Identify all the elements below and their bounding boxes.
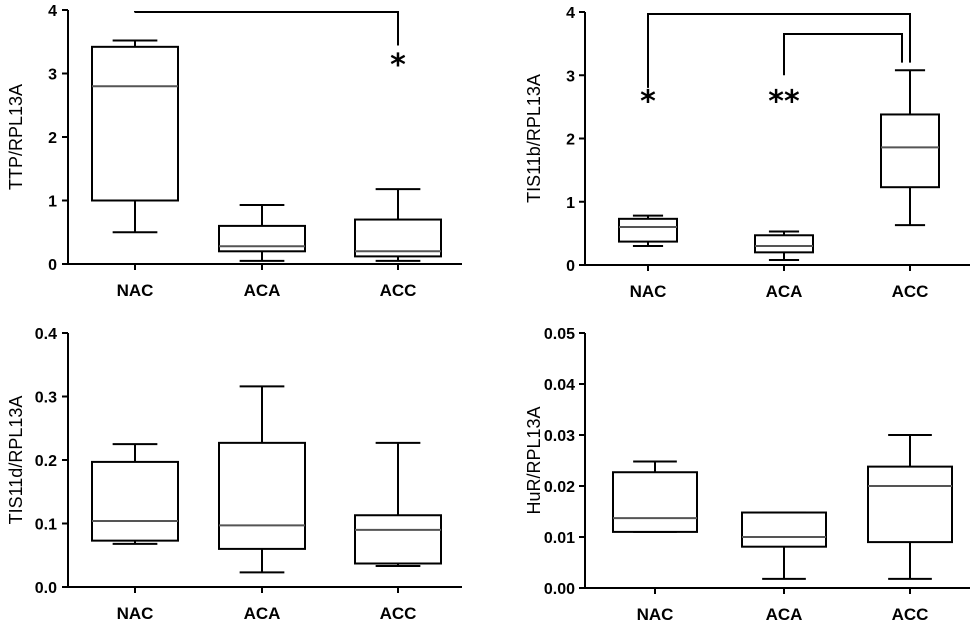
iqr-box [354,514,442,565]
category-label-aca: ACA [244,281,281,300]
category-label-acc: ACC [380,281,417,300]
iqr-box [880,113,940,189]
significance-bracket [647,13,911,88]
y-tick-label: 0.0 [35,580,57,597]
iqr-box [867,465,953,544]
box-nac [91,39,179,234]
y-tick-label: 3 [48,67,57,84]
category-label-nac: NAC [117,281,154,300]
iqr-box [754,234,814,254]
y-tick-label: 0.4 [35,326,57,343]
significance-star: ** [768,84,800,119]
significance-bracket [134,11,399,46]
box-nac [618,214,678,248]
y-tick-label: 0.05 [544,326,575,343]
box-acc [354,188,442,262]
y-tick-label: 0 [566,258,575,275]
category-label-aca: ACA [766,282,803,301]
box-aca [218,385,306,574]
y-tick-label: 0.00 [544,581,575,598]
iqr-box [741,511,827,548]
significance-bracket [783,33,903,76]
y-tick-label: 3 [566,68,575,85]
box-acc [880,69,940,227]
box-aca [741,511,827,580]
y-axis-title: TTP/RPL13A [6,84,26,190]
category-label-nac: NAC [630,282,667,301]
chart-panel-3: 0.0 0.1 0.2 0.3 0.4 TIS11d/RPL13A NAC ACA ACC [6,326,462,621]
y-tick-label: 0.03 [544,428,575,445]
iqr-box [618,217,678,243]
y-tick-label: 0.2 [35,453,57,470]
category-label-acc: ACC [892,282,929,301]
iqr-box [91,45,179,202]
category-label-nac: NAC [637,605,674,621]
y-tick-label: 0 [48,257,57,274]
y-axis-title: TIS11b/RPL13A [524,74,544,203]
box-acc [867,434,953,580]
category-label-acc: ACC [380,604,417,621]
y-tick-label: 2 [566,132,575,149]
category-label-aca: ACA [244,604,281,621]
y-tick-label: 1 [48,194,57,211]
iqr-box [354,218,442,258]
chart-panel-1: 0 1 2 3 4 TTP/RPL13A NAC ACA ACC * [6,3,462,300]
y-tick-label: 0.1 [35,517,57,534]
y-axis-title: HuR/RPL13A [524,406,544,514]
iqr-box [91,460,179,542]
significance-star: * [390,48,406,83]
iqr-box [218,224,306,253]
y-tick-label: 4 [566,5,575,22]
category-label-acc: ACC [892,605,929,621]
y-tick-label: 0.02 [544,479,575,496]
iqr-box [612,471,698,533]
box-acc [354,441,442,568]
y-tick-label: 0.3 [35,390,57,407]
chart-panel-4: 0.00 0.01 0.02 0.03 0.04 0.05 HuR/RPL13A NAC ACA… [524,326,970,621]
iqr-box [218,441,306,550]
box-aca [754,230,814,261]
y-tick-label: 4 [48,3,57,20]
box-nac [612,460,698,533]
category-label-aca: ACA [766,605,803,621]
y-tick-label: 2 [48,130,57,147]
box-aca [218,203,306,262]
category-label-nac: NAC [117,604,154,621]
significance-star: * [640,84,656,119]
y-tick-label: 1 [566,195,575,212]
y-axis-title: TIS11d/RPL13A [6,396,26,525]
box-nac [91,443,179,545]
y-tick-label: 0.01 [544,530,575,547]
y-tick-label: 0.04 [544,377,575,394]
